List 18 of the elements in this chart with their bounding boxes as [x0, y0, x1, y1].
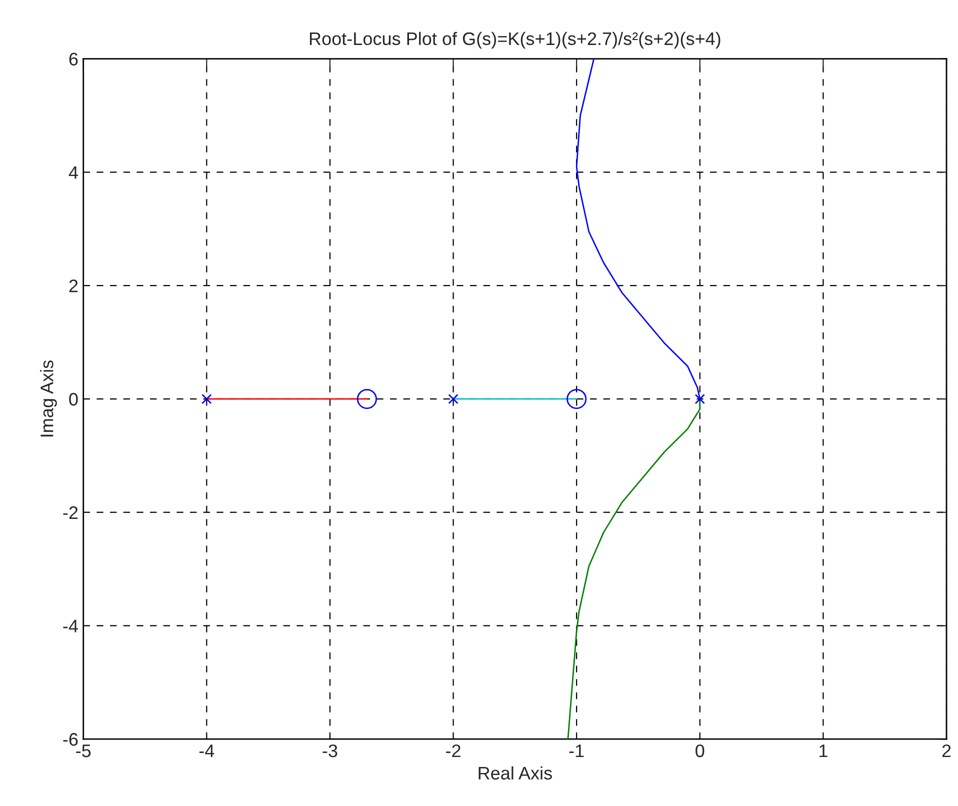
- y-tick-label: -6: [63, 733, 78, 746]
- x-tick-label: -2: [446, 744, 460, 758]
- x-tick-label: -1: [569, 744, 584, 758]
- y-tick-label: 0: [69, 392, 78, 406]
- x-axis-title: Real Axis: [478, 766, 552, 780]
- x-tick-label: -5: [76, 744, 91, 758]
- y-tick-label: -4: [63, 620, 78, 632]
- x-tick-label: -4: [199, 744, 214, 758]
- x-tick-label: 1: [820, 744, 828, 758]
- y-tick-label: 6: [69, 52, 78, 66]
- y-tick-label: 2: [69, 280, 78, 292]
- y-tick-label: 4: [68, 166, 78, 179]
- x-tick-label: 2: [942, 744, 951, 758]
- x-tick-label: -3: [322, 744, 338, 758]
- chart-title: Root-Locus Plot of G(s)=K(s+1)(s+2.7)/s²(s+2)(s+4): [310, 32, 720, 49]
- x-tick-label: 0: [696, 744, 704, 758]
- y-tick-label: -2: [63, 506, 78, 519]
- y-axis-title: Imag Axis: [40, 360, 57, 436]
